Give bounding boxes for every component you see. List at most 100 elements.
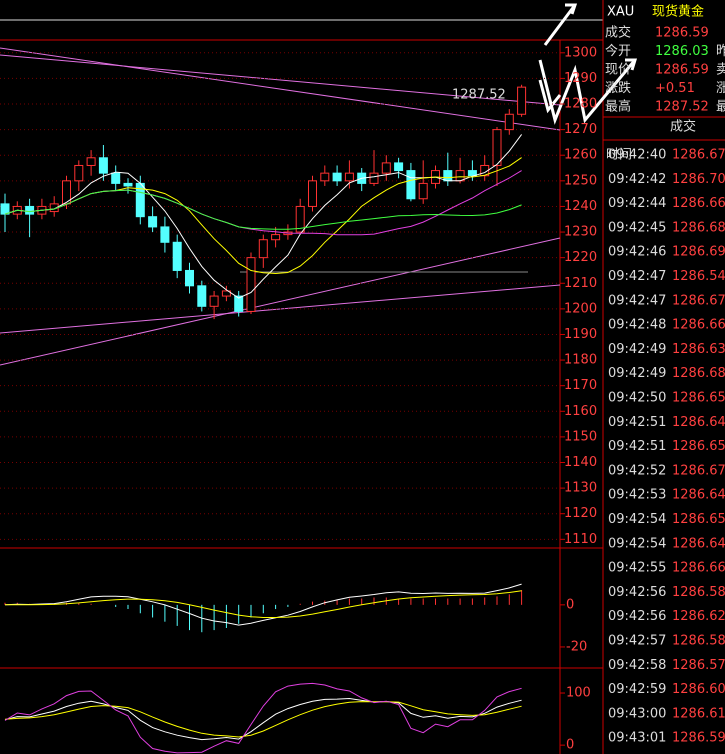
y-tick-label: 1220 <box>564 250 597 265</box>
trade-price: 1286.65 <box>672 391 725 406</box>
trade-price: 1286.66 <box>672 196 725 211</box>
trend-line <box>0 47 561 131</box>
y-tick-label: 1230 <box>564 225 597 240</box>
trade-time: 09:42:54 <box>608 512 666 527</box>
y-tick-label: 1290 <box>564 71 597 86</box>
trade-time: 09:42:56 <box>608 609 666 624</box>
trade-time: 09:42:59 <box>608 682 666 697</box>
trade-time: 09:42:51 <box>608 439 666 454</box>
y-tick-label: 1160 <box>564 404 597 419</box>
trade-price: 1286.57 <box>672 658 725 673</box>
quote-side: 涨 <box>716 81 725 96</box>
trade-time: 09:42:58 <box>608 658 666 673</box>
y-tick-label: 1300 <box>564 45 597 60</box>
trade-price: 1286.63 <box>672 342 725 357</box>
arrow <box>538 79 562 114</box>
trade-time: 09:42:49 <box>608 342 666 357</box>
quote-side: 昨 <box>716 44 725 59</box>
symbol: XAU <box>607 5 634 20</box>
instrument-name: 现货黄金 <box>652 4 704 20</box>
trade-time: 09:42:57 <box>608 634 666 649</box>
y-tick-label: 1130 <box>564 481 597 496</box>
trade-price: 1286.64 <box>672 415 725 430</box>
candle-body <box>480 164 490 177</box>
candle-body <box>258 239 268 259</box>
d-line <box>4 701 522 738</box>
j-line <box>4 682 522 754</box>
candle-body <box>369 172 379 184</box>
trade-price: 1286.66 <box>672 318 725 333</box>
y-tick-label: 0 <box>566 597 574 612</box>
trade-price: 1286.67 <box>672 293 725 308</box>
table-header: 成交 <box>670 119 696 135</box>
candle-body <box>381 162 391 174</box>
trade-price: 1286.58 <box>672 585 725 600</box>
candle-body <box>406 170 416 200</box>
arrow <box>543 3 578 46</box>
y-tick-label: 1110 <box>564 532 597 547</box>
candle-body <box>221 290 231 297</box>
trade-time: 09:42:40 <box>608 148 666 163</box>
quote-label: 成交 <box>605 25 631 41</box>
quote-value: 1287.52 <box>655 100 709 115</box>
trade-time: 09:42:44 <box>608 196 666 211</box>
trade-price: 1286.66 <box>672 561 725 576</box>
candle-body <box>504 113 514 131</box>
k-line <box>4 697 522 741</box>
dif-line <box>4 583 522 626</box>
y-tick-label: 1140 <box>564 455 597 470</box>
trade-time: 09:42:51 <box>608 415 666 430</box>
trade-time: 09:42:50 <box>608 391 666 406</box>
y-tick-label: 1240 <box>564 199 597 214</box>
y-tick-label: 1210 <box>564 276 597 291</box>
trade-time: 09:42:46 <box>608 245 666 260</box>
quote-side: 卖 <box>716 63 725 78</box>
y-tick-label: 1250 <box>564 173 597 188</box>
high-annotation: 1287.52 <box>452 88 506 103</box>
trend-line <box>0 237 561 366</box>
trade-time: 09:42:55 <box>608 561 666 576</box>
trade-price: 1286.69 <box>672 245 725 260</box>
trade-time: 09:43:00 <box>608 706 666 721</box>
quote-label: 今开 <box>605 43 631 59</box>
candle-body <box>148 216 158 228</box>
trade-time: 09:43:01 <box>608 731 666 746</box>
trade-price: 1286.70 <box>672 172 725 187</box>
quote-label: 涨跌 <box>605 80 631 96</box>
trade-price: 1286.60 <box>672 682 725 697</box>
trade-time: 09:42:47 <box>608 269 666 284</box>
candle-body <box>209 295 219 307</box>
candle-body <box>86 157 96 166</box>
candle-body <box>172 241 182 271</box>
candle-body <box>98 157 108 174</box>
y-tick-label: 1190 <box>564 327 597 342</box>
quote-value: 1286.59 <box>655 63 709 78</box>
table-header: 时间 <box>606 148 632 163</box>
quote-side: 最 <box>716 100 725 115</box>
trade-price: 1286.65 <box>672 512 725 527</box>
trade-time: 09:42:48 <box>608 318 666 333</box>
trade-price: 1286.65 <box>672 439 725 454</box>
y-tick-label: 1200 <box>564 301 597 316</box>
trade-time: 09:42:54 <box>608 536 666 551</box>
candle-body <box>74 164 84 182</box>
trade-price: 1286.54 <box>672 269 725 284</box>
candle-body <box>344 172 354 182</box>
moving-average <box>4 189 522 230</box>
candle-body <box>332 172 342 182</box>
candle-body <box>271 234 281 241</box>
trade-time: 09:42:52 <box>608 463 666 478</box>
y-tick-label: 1260 <box>564 148 597 163</box>
y-tick-label: -20 <box>566 639 587 654</box>
y-tick-label: 1280 <box>564 97 597 112</box>
candle-body <box>443 170 453 182</box>
moving-average <box>4 134 523 299</box>
candle-body <box>517 86 527 115</box>
candle-body <box>185 269 194 287</box>
quote-value: +0.51 <box>655 81 695 96</box>
y-tick-label: 1180 <box>564 353 597 368</box>
candle-body <box>25 205 35 215</box>
candle-body <box>0 203 10 215</box>
candle-body <box>492 129 502 166</box>
y-tick-label: 1150 <box>564 429 597 444</box>
